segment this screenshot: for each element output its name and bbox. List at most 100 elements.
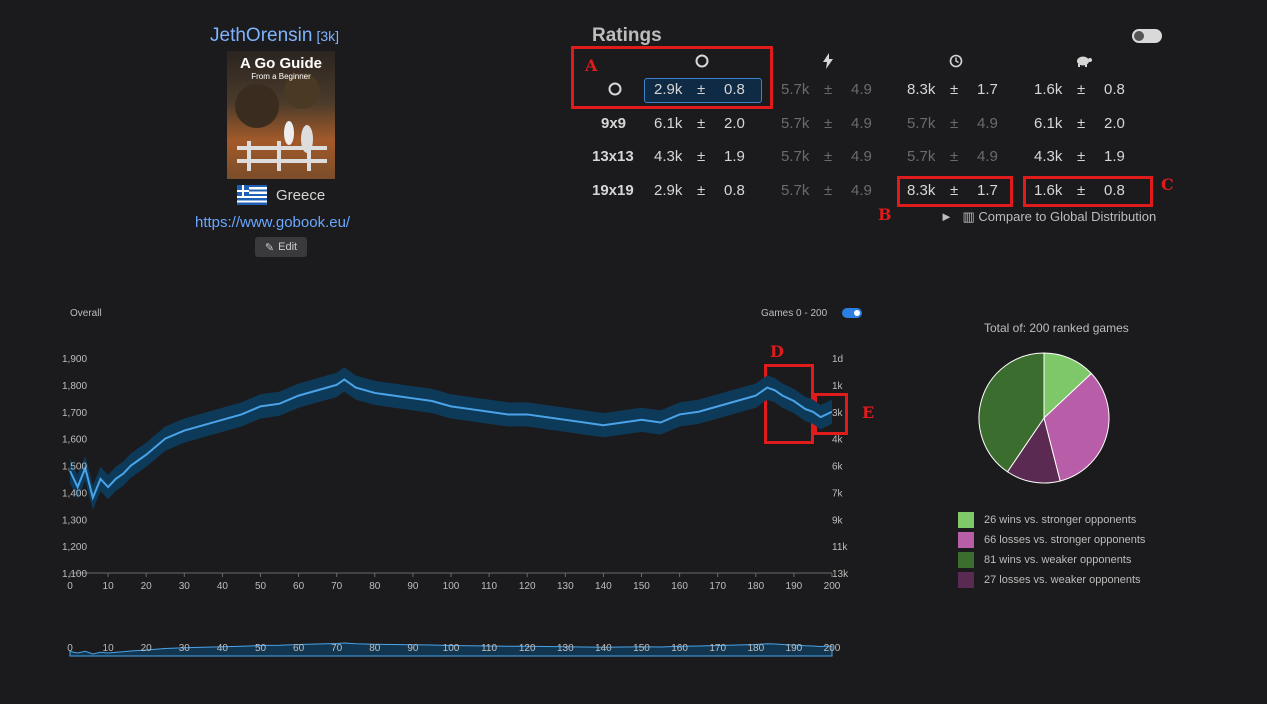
y2-tick-label: 13k <box>832 569 849 580</box>
pie-slice[interactable] <box>1043 372 1110 482</box>
rating-value[interactable]: 5.7k <box>781 115 810 132</box>
legend-item[interactable]: 66 losses vs. stronger opponents <box>958 532 1145 548</box>
plus-minus[interactable]: ± <box>1077 148 1086 165</box>
y2-tick-label: 1d <box>832 354 843 365</box>
edit-label: Edit <box>278 241 298 253</box>
plus-minus[interactable]: ± <box>950 115 959 132</box>
rating-deviation[interactable]: 1.9 <box>1104 148 1125 165</box>
legend-swatch <box>958 532 974 548</box>
overall-icon[interactable] <box>695 54 709 68</box>
rating-value[interactable]: 2.9k <box>654 182 683 199</box>
y2-tick-label: 6k <box>832 462 844 473</box>
overview-tick-label: 160 <box>671 643 688 654</box>
rating-line[interactable] <box>69 378 833 501</box>
rating-value[interactable]: 6.1k <box>654 115 683 132</box>
rating-deviation[interactable]: 1.9 <box>724 148 745 165</box>
rating-history-chart[interactable]: 0 10 20 30 40 50 60 70 80 90 100 110 120 130 140 150 160… <box>0 340 880 600</box>
overview-tick-label: 50 <box>255 643 267 654</box>
website-link[interactable]: https://www.gobook.eu/ <box>195 214 351 231</box>
ratings-toggle[interactable] <box>1132 29 1162 43</box>
compare-link[interactable]: ► ▥ Compare to Global Distribution <box>940 209 1156 225</box>
plus-minus[interactable]: ± <box>824 148 833 165</box>
overview-tick-label: 0 <box>67 643 73 654</box>
rating-history-overview[interactable]: 0 10 20 30 40 50 60 70 80 90 100 110 120 130 140 150 160… <box>0 620 880 665</box>
rating-value[interactable]: 5.7k <box>781 81 810 98</box>
rating-value[interactable]: 4.3k <box>654 148 683 165</box>
overview-tick-label: 30 <box>179 643 191 654</box>
row-label: 9x9 <box>601 115 627 132</box>
rating-value[interactable]: 5.7k <box>907 115 936 132</box>
x-tick-label: 100 <box>443 581 460 592</box>
annotation-label-a: A <box>585 56 598 75</box>
pie-slice[interactable] <box>978 352 1045 473</box>
rating-deviation[interactable]: 1.7 <box>977 182 998 199</box>
rating-deviation[interactable]: 2.0 <box>1104 115 1125 132</box>
legend-label: 27 losses vs. weaker opponents <box>984 574 1141 586</box>
rating-deviation[interactable]: 4.9 <box>977 148 998 165</box>
rating-value[interactable]: 5.7k <box>781 182 810 199</box>
rating-deviation[interactable]: 2.0 <box>724 115 745 132</box>
chart-title: Overall <box>70 308 102 319</box>
rating-value[interactable]: 5.7k <box>907 148 936 165</box>
plus-minus[interactable]: ± <box>697 81 706 98</box>
live-icon[interactable] <box>949 54 963 68</box>
overview-tick-label: 40 <box>217 643 229 654</box>
games-range-toggle[interactable] <box>842 308 862 318</box>
plus-minus[interactable]: ± <box>824 182 833 199</box>
overview-area[interactable] <box>69 642 833 657</box>
legend-item[interactable]: 26 wins vs. stronger opponents <box>958 512 1136 528</box>
rating-deviation[interactable]: 4.9 <box>977 115 998 132</box>
rating-deviation[interactable]: 0.8 <box>1104 81 1125 98</box>
plus-minus[interactable]: ± <box>950 148 959 165</box>
rating-value[interactable]: 8.3k <box>907 182 936 199</box>
rating-deviation[interactable]: 4.9 <box>851 182 872 199</box>
username[interactable]: JethOrensin [3k] <box>210 25 339 47</box>
rating-deviation[interactable]: 4.9 <box>851 115 872 132</box>
correspondence-icon[interactable] <box>1074 55 1092 67</box>
plus-minus[interactable]: ± <box>950 182 959 199</box>
overview-tick-label: 190 <box>786 643 803 654</box>
legend-item[interactable]: 27 losses vs. weaker opponents <box>958 572 1141 588</box>
rating-deviation-band <box>70 367 832 510</box>
rating-value[interactable]: 4.3k <box>1034 148 1063 165</box>
annotation-label-e: E <box>862 403 875 422</box>
game-results-pie[interactable] <box>974 348 1114 488</box>
y-tick-label: 1,700 <box>62 408 87 419</box>
selected-rating-cell[interactable] <box>644 78 762 103</box>
rating-value[interactable]: 1.6k <box>1034 81 1063 98</box>
games-range-label: Games 0 - 200 <box>761 308 828 319</box>
plus-minus[interactable]: ± <box>1077 115 1086 132</box>
edit-button[interactable]: ✎ Edit <box>255 237 307 257</box>
rating-value[interactable]: 1.6k <box>1034 182 1063 199</box>
rating-deviation[interactable]: 4.9 <box>851 148 872 165</box>
username-text[interactable]: JethOrensin <box>210 25 313 46</box>
rating-deviation[interactable]: 4.9 <box>851 81 872 98</box>
plus-minus[interactable]: ± <box>697 148 706 165</box>
pie-slice[interactable] <box>1006 416 1061 484</box>
rating-deviation[interactable]: 0.8 <box>724 81 745 98</box>
x-tick-label: 60 <box>293 581 305 592</box>
overview-tick-label: 80 <box>369 643 381 654</box>
x-tick-label: 130 <box>557 581 574 592</box>
plus-minus[interactable]: ± <box>950 81 959 98</box>
rating-deviation[interactable]: 1.7 <box>977 81 998 98</box>
rating-value[interactable]: 2.9k <box>654 81 683 98</box>
rating-value[interactable]: 5.7k <box>781 148 810 165</box>
rating-deviation[interactable]: 0.8 <box>1104 182 1125 199</box>
legend-item[interactable]: 81 wins vs. weaker opponents <box>958 552 1131 568</box>
overview-tick-label: 110 <box>481 643 497 654</box>
plus-minus[interactable]: ± <box>1077 182 1086 199</box>
overview-tick-label: 140 <box>595 643 612 654</box>
plus-minus[interactable]: ± <box>1077 81 1086 98</box>
rating-value[interactable]: 8.3k <box>907 81 936 98</box>
rating-deviation[interactable]: 0.8 <box>724 182 745 199</box>
x-tick-label: 170 <box>709 581 726 592</box>
plus-minus[interactable]: ± <box>697 182 706 199</box>
plus-minus[interactable]: ± <box>697 115 706 132</box>
blitz-icon[interactable] <box>822 53 834 69</box>
rating-value[interactable]: 6.1k <box>1034 115 1063 132</box>
plus-minus[interactable]: ± <box>824 115 833 132</box>
plus-minus[interactable]: ± <box>824 81 833 98</box>
play-arrow-icon: ► <box>940 209 953 224</box>
ratings-title: Ratings <box>592 25 662 46</box>
